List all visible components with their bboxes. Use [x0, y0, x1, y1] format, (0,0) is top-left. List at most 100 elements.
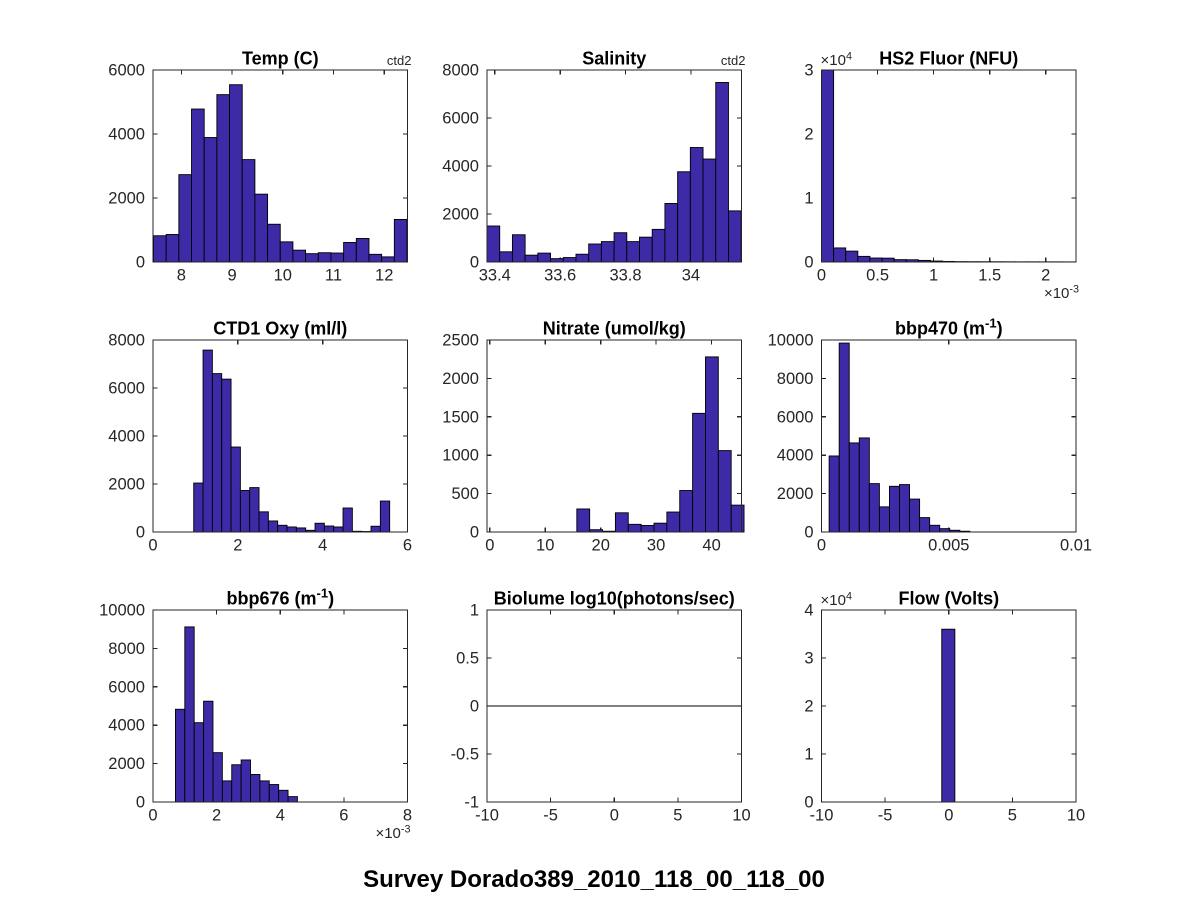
- y-tick-label: 0: [804, 794, 813, 812]
- histogram-bar: [613, 232, 628, 263]
- x-tick-label: 10: [1067, 807, 1085, 825]
- histogram-bar: [627, 523, 642, 533]
- y-tick-label: 8000: [442, 62, 479, 80]
- x-tick-label: -5: [543, 807, 558, 825]
- histogram-bar: [486, 225, 501, 263]
- histogram-bar: [666, 511, 681, 533]
- y-tick-label: 1: [804, 190, 813, 208]
- subplot-flow: -10 -5 0 5 10 0 1 2 3 4 Flow (Volts) ×104: [804, 589, 1085, 825]
- y-tick-label: 2: [804, 698, 813, 716]
- y-tick-label: 2: [804, 126, 813, 144]
- histogram-bar: [588, 243, 602, 263]
- histogram-bar: [651, 228, 666, 263]
- y-tick-label: 500: [451, 485, 479, 503]
- histogram-bar: [165, 234, 180, 263]
- histogram-bar: [267, 520, 279, 533]
- histogram-bar: [919, 517, 931, 533]
- x-tick-label: 0: [610, 807, 619, 825]
- histogram-bar: [317, 252, 332, 263]
- x-tick-label: 5: [673, 807, 682, 825]
- x-tick-label: 40: [702, 537, 720, 555]
- histogram-bar: [511, 234, 526, 263]
- x-tick-label: 10: [732, 807, 750, 825]
- x-tick-label: 2: [233, 537, 242, 555]
- x-tick-label: 8: [177, 267, 186, 285]
- histogram-bar: [203, 137, 218, 263]
- histogram-bar: [203, 700, 214, 803]
- y-tick-label: 2000: [108, 755, 145, 773]
- axes-box: [820, 69, 1077, 263]
- x-tick-label: 4: [318, 537, 327, 555]
- x-exponent-label: ×10-3: [375, 823, 410, 842]
- x-tick-label: -10: [475, 807, 499, 825]
- histogram-bar: [878, 506, 890, 533]
- histogram-bar: [868, 483, 880, 533]
- y-tick-label: 8000: [108, 332, 145, 350]
- subplot-bbp470: 0 0.005 0.01 0 2000 4000 6000 8000 10000 bbp470 (…: [768, 316, 1092, 555]
- axes-box: [152, 69, 409, 263]
- axis-ticks: [152, 339, 409, 533]
- x-tick-label: 0: [944, 807, 953, 825]
- y-tick-label: 2000: [108, 476, 145, 494]
- histogram-bar: [368, 253, 383, 263]
- subplot-bbp676: 0 2 4 6 8 0 2000 4000 6000 8000 10000 bbp676 (m-1) ×…: [99, 586, 412, 842]
- histogram-bar: [929, 524, 941, 533]
- y-exponent-label: ×104: [821, 50, 852, 69]
- subplot-hs2-fluor: 0 0.5 1 1.5 2 0 1 2 3 HS2 Fluor (NFU) ×104 ×10-3: [804, 49, 1079, 303]
- histogram-bar: [230, 446, 241, 533]
- y-tick-label: 4000: [108, 717, 145, 735]
- histogram-bar: [231, 764, 242, 803]
- histogram-bar: [677, 171, 691, 263]
- x-tick-label: 8: [403, 807, 412, 825]
- histogram-bar: [287, 796, 298, 803]
- histogram-bar: [899, 484, 911, 533]
- histogram-bar: [857, 255, 871, 263]
- histogram-bar: [212, 752, 223, 803]
- tick-labels: 33.4 33.6 33.8 34 0 2000 4000 6000 8000: [442, 62, 700, 285]
- histogram-bar: [343, 242, 357, 263]
- histogram-bar: [221, 780, 233, 803]
- y-tick-label: 4000: [442, 158, 479, 176]
- histogram-bar: [267, 223, 281, 263]
- histogram-bar: [193, 722, 205, 803]
- axes-box: [486, 69, 743, 263]
- histogram-bar: [626, 241, 640, 263]
- x-tick-label: 4: [276, 807, 285, 825]
- histogram-bar: [240, 759, 251, 803]
- x-tick-label: 0: [817, 537, 826, 555]
- histogram-bar: [323, 525, 335, 533]
- y-tick-label: 0: [470, 698, 479, 716]
- y-tick-label: 0: [470, 524, 479, 542]
- x-exponent-label: ×10-3: [1044, 283, 1079, 302]
- histogram-bar: [221, 378, 232, 533]
- subplot-title: Flow (Volts): [898, 589, 999, 609]
- y-tick-label: 6000: [108, 678, 145, 696]
- x-tick-label: 33.4: [479, 267, 511, 285]
- histogram-bar: [314, 522, 325, 533]
- subplot-nitrate: 0 10 20 30 40 0 500 1000 1500 2000 2500 Nitrate (um…: [442, 319, 745, 555]
- y-tick-label: 0: [136, 794, 145, 812]
- x-tick-label: 0: [817, 267, 826, 285]
- histogram-bars: [828, 342, 971, 533]
- x-tick-label: -10: [810, 807, 834, 825]
- histogram-bars: [821, 69, 1077, 263]
- histogram-bar: [715, 82, 729, 263]
- histogram-bar: [333, 526, 344, 533]
- histogram-bar: [184, 626, 195, 803]
- x-tick-label: 1: [929, 267, 938, 285]
- histogram-bar: [833, 247, 847, 263]
- subplot-title: Biolume log10(photons/sec): [494, 589, 735, 609]
- histogram-bar: [821, 69, 835, 263]
- axes-box: [486, 609, 743, 803]
- histogram-bar: [279, 241, 294, 263]
- axes-box: [152, 339, 409, 533]
- tick-labels: 0 2 4 6 8 0 2000 4000 6000 8000 10000: [99, 602, 412, 825]
- y-tick-label: 6000: [777, 408, 814, 426]
- histogram-bar: [379, 500, 391, 533]
- y-tick-label: 0: [804, 254, 813, 272]
- histogram-bar: [575, 253, 590, 263]
- x-tick-label: 5: [1008, 807, 1017, 825]
- y-tick-label: 4000: [108, 428, 145, 446]
- x-tick-label: 10: [274, 267, 292, 285]
